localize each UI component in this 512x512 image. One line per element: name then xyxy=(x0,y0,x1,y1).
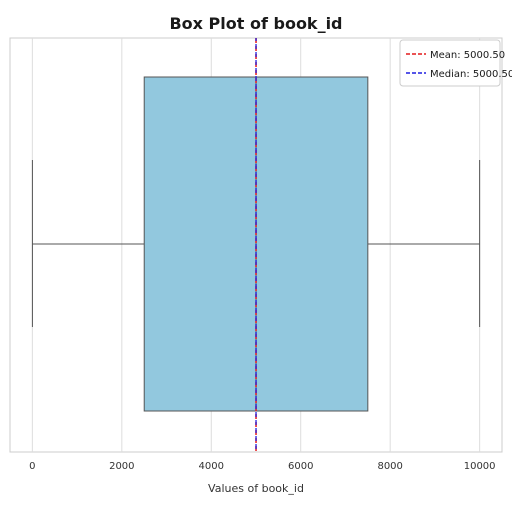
legend-mean-label: Mean: 5000.50 xyxy=(430,50,505,61)
chart-title: Box Plot of book_id xyxy=(169,14,342,33)
x-tick-label-3: 6000 xyxy=(288,461,313,472)
x-tick-label-1: 2000 xyxy=(109,461,134,472)
x-tick-label-0: 0 xyxy=(29,461,35,472)
legend: Mean: 5000.50 Median: 5000.50 xyxy=(399,39,512,87)
x-tick-label-2: 4000 xyxy=(199,461,224,472)
x-axis-label: Values of book_id xyxy=(208,482,304,495)
legend-box xyxy=(399,39,501,87)
x-axis-ticks: 0 2000 4000 6000 8000 10000 xyxy=(29,461,495,472)
x-tick-label-4: 8000 xyxy=(377,461,402,472)
legend-median-label: Median: 5000.50 xyxy=(430,69,512,80)
x-tick-label-5: 10000 xyxy=(464,461,496,472)
